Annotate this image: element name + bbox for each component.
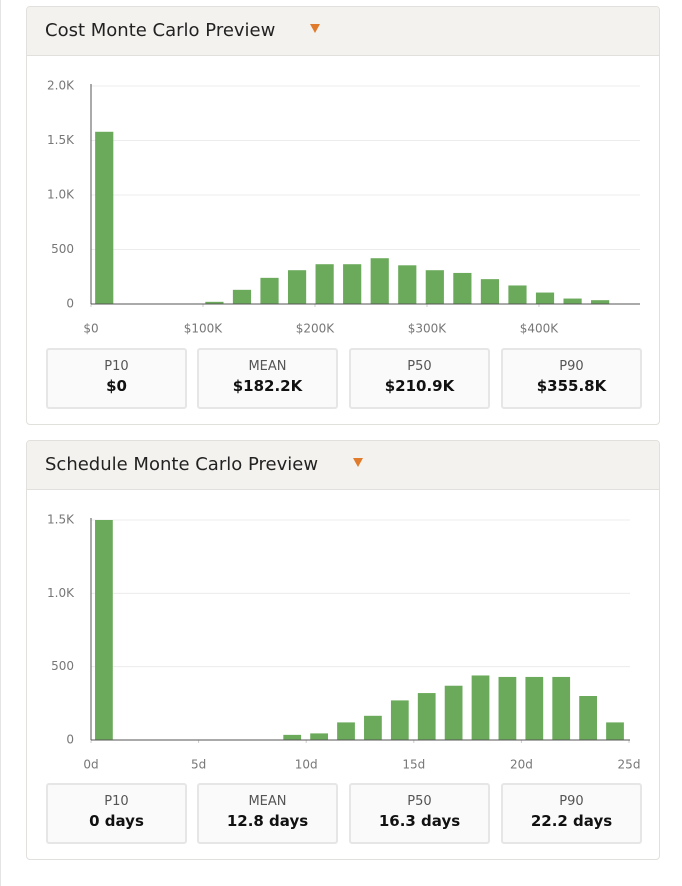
x-tick-label: 0d <box>83 758 98 772</box>
y-tick-label: 0 <box>66 297 74 311</box>
bar <box>535 292 555 304</box>
bar <box>343 264 362 304</box>
panel-header: Schedule Monte Carlo Preview <box>27 441 659 490</box>
y-tick-label: 500 <box>51 242 74 256</box>
stat-label: P50 <box>407 794 432 809</box>
bar <box>315 264 334 304</box>
bar <box>370 258 389 304</box>
x-tick-label: 10d <box>295 758 318 772</box>
stat-box: P50 16.3 days <box>349 783 490 844</box>
bar <box>498 676 517 740</box>
y-tick-label: 1.0K <box>47 188 75 202</box>
bar <box>310 733 328 740</box>
x-tick-label: $0 <box>83 322 98 336</box>
bar <box>287 270 307 304</box>
bar <box>453 272 472 304</box>
stat-value: 22.2 days <box>530 812 613 830</box>
stat-label: MEAN <box>248 794 287 809</box>
stat-box: MEAN 12.8 days <box>197 783 338 844</box>
x-tick-label: 5d <box>191 758 206 772</box>
y-tick-label: 1.5K <box>47 513 75 527</box>
bar <box>591 300 610 304</box>
bar <box>444 685 463 740</box>
x-tick-label: $400K <box>520 322 560 336</box>
bar <box>508 285 527 304</box>
bar <box>95 520 113 740</box>
bar <box>579 696 597 740</box>
stat-value: 16.3 days <box>378 812 461 830</box>
panel: Schedule Monte Carlo Preview 0 500 1.0K 1.5K… <box>26 440 660 860</box>
stat-value: 12.8 days <box>226 812 309 830</box>
bar <box>563 298 582 304</box>
dropdown-caret[interactable] <box>310 24 320 33</box>
histogram: 0 500 1.0K 1.5K 0d 5d 10d 15d 20d 25d <box>47 513 641 772</box>
histogram: 0 500 1.0K 1.5K 2.0K $0 $100K $200K $300K $400K <box>47 79 640 336</box>
bar <box>606 722 624 740</box>
bar <box>364 715 382 740</box>
bar <box>260 277 279 304</box>
bar <box>232 289 252 304</box>
panel-header: Cost Monte Carlo Preview <box>27 7 659 56</box>
panel-title: Schedule Monte Carlo Preview <box>45 454 319 475</box>
bar <box>525 676 544 740</box>
stat-value: $182.2K <box>232 377 303 395</box>
x-tick-label: 15d <box>402 758 425 772</box>
stat-value: $210.9K <box>384 377 455 395</box>
bar <box>337 722 355 740</box>
y-tick-label: 1.5K <box>47 133 75 147</box>
x-tick-label: $100K <box>184 322 224 336</box>
panel-title: Cost Monte Carlo Preview <box>45 20 276 41</box>
bar <box>480 279 500 304</box>
stat-value: $0 <box>106 377 127 395</box>
stat-box: P90 22.2 days <box>501 783 642 844</box>
stat-label: P10 <box>104 359 129 374</box>
bar <box>398 265 417 304</box>
stat-box: P50 $210.9K <box>349 348 490 409</box>
stat-label: P90 <box>559 794 584 809</box>
stat-value: $355.8K <box>536 377 607 395</box>
bar <box>425 270 444 304</box>
bar <box>283 734 302 740</box>
stat-box: P10 $0 <box>46 348 187 409</box>
x-tick-label: 25d <box>618 758 641 772</box>
stat-box: MEAN $182.2K <box>197 348 338 409</box>
y-tick-label: 500 <box>51 659 74 673</box>
bar <box>417 693 436 740</box>
y-tick-label: 2.0K <box>47 79 75 93</box>
stat-box: P90 $355.8K <box>501 348 642 409</box>
stat-value: 0 days <box>89 812 144 830</box>
bar <box>205 301 224 304</box>
stat-label: P10 <box>104 794 129 809</box>
y-tick-label: 0 <box>66 733 74 747</box>
bar <box>471 675 490 740</box>
stat-label: P90 <box>559 359 584 374</box>
bar <box>95 131 114 304</box>
x-tick-label: 20d <box>510 758 533 772</box>
stat-label: P50 <box>407 359 432 374</box>
bar <box>390 700 409 740</box>
stat-label: MEAN <box>248 359 287 374</box>
y-tick-label: 1.0K <box>47 586 75 600</box>
x-tick-label: $300K <box>408 322 448 336</box>
x-tick-label: $200K <box>296 322 336 336</box>
bar <box>552 676 571 740</box>
dropdown-caret[interactable] <box>353 458 363 467</box>
stat-box: P10 0 days <box>46 783 187 844</box>
panel: Cost Monte Carlo Preview 0 500 1.0K 1.5K 2.0K… <box>26 6 660 425</box>
